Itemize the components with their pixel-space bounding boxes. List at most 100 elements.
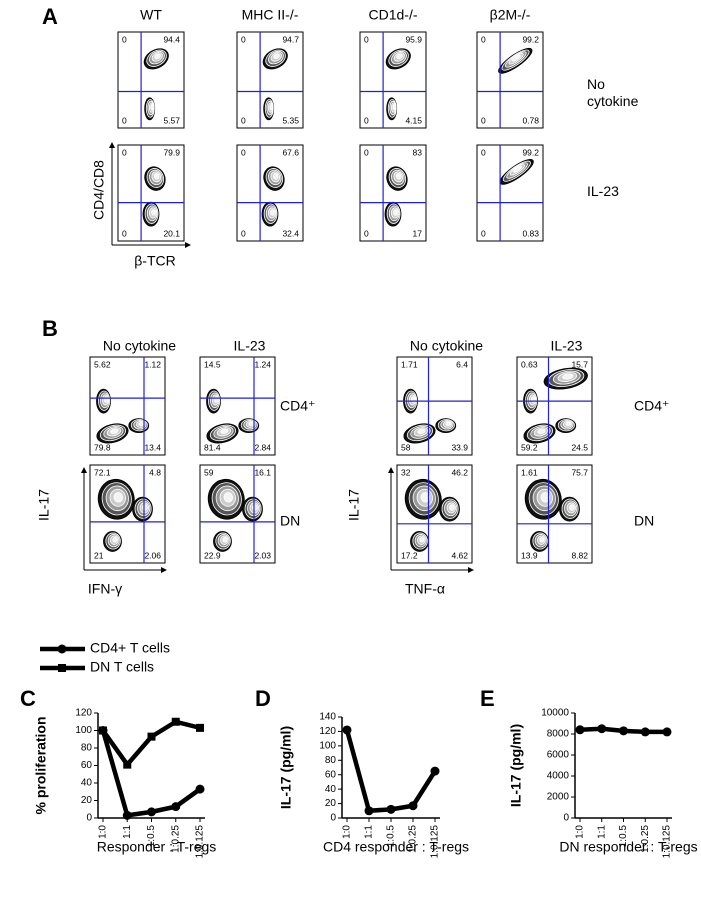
panel-label: B <box>42 316 58 341</box>
panel-label: A <box>42 4 58 29</box>
column-header: No cytokine <box>103 338 176 354</box>
quadrant-value: 2.84 <box>254 442 271 452</box>
contour <box>103 396 108 403</box>
data-point <box>640 727 650 737</box>
cell-cluster <box>263 97 275 121</box>
contour <box>252 504 258 511</box>
quadrant-value: 81.4 <box>204 442 221 452</box>
panel-label: D <box>255 686 271 711</box>
quadrant-value: 0 <box>122 228 127 238</box>
data-point <box>58 664 66 672</box>
contour <box>395 173 402 180</box>
quadrant-value: 1.24 <box>254 359 271 369</box>
quadrant-value: 0 <box>122 115 127 125</box>
quadrant-value: 0 <box>481 228 486 238</box>
series-line <box>344 729 437 814</box>
quadrant-value: 58 <box>401 442 411 452</box>
y-tick-label: 0 <box>86 813 92 824</box>
y-tick-label: 80 <box>325 755 337 766</box>
cell-cluster <box>555 418 577 434</box>
cell-cluster <box>384 201 402 227</box>
quadrant-value: 0 <box>481 115 486 125</box>
data-point <box>597 724 607 734</box>
x-axis-label: IFN-γ <box>88 581 122 597</box>
y-tick-label: 0 <box>330 813 336 824</box>
cell-cluster <box>206 388 221 414</box>
cell-cluster <box>143 48 169 70</box>
cell-cluster <box>142 201 160 227</box>
contour <box>449 504 455 511</box>
contour <box>396 53 403 60</box>
data-point <box>342 725 352 735</box>
y-tick-label: 100 <box>319 740 336 751</box>
cell-cluster <box>96 423 129 444</box>
x-axis-label: Responder : T-regs <box>97 839 217 855</box>
contour <box>113 492 124 503</box>
contour <box>273 53 280 60</box>
contour <box>420 492 431 503</box>
y-axis-label: % proliferation <box>33 716 49 814</box>
column-header: IL-23 <box>551 338 583 354</box>
data-point <box>408 801 418 811</box>
quadrant-value: 14.5 <box>204 359 221 369</box>
quadrant-value: 0.63 <box>521 359 538 369</box>
quadrant-value: 17.2 <box>401 550 418 560</box>
contour <box>565 421 571 427</box>
quadrant-value: 2.06 <box>144 550 161 560</box>
row-label: CD4⁺ <box>280 398 315 414</box>
cell-cluster <box>261 201 279 227</box>
contour <box>223 492 234 503</box>
quadrant-value: 5.35 <box>282 115 299 125</box>
quadrant-value: 32.4 <box>282 228 299 238</box>
contour <box>138 421 144 427</box>
contour <box>511 54 521 62</box>
quadrant-value: 1.12 <box>144 359 161 369</box>
quadrant-value: 0 <box>364 34 369 44</box>
quadrant-value: 0 <box>364 228 369 238</box>
panel-label: C <box>20 686 36 711</box>
contour <box>270 209 275 216</box>
row-label: DN <box>280 513 300 529</box>
x-tick-label: 1:0.125 <box>195 825 206 859</box>
column-header: MHC II-/- <box>242 7 299 23</box>
x-tick-label: 1:0.5 <box>146 825 157 848</box>
panel-label: E <box>480 686 495 711</box>
quadrant-value: 95.9 <box>405 34 422 44</box>
y-tick-label: 2000 <box>547 792 570 803</box>
contour <box>153 173 160 180</box>
contour <box>445 421 451 427</box>
cell-cluster <box>524 478 562 520</box>
x-tick-label: 1:0.5 <box>618 825 629 848</box>
column-header: IL-23 <box>234 338 266 354</box>
row-label: DN <box>634 513 654 529</box>
cell-cluster <box>263 166 285 191</box>
quadrant-value: 2.03 <box>254 550 271 560</box>
quadrant-value: 22.9 <box>204 550 221 560</box>
quadrant-value: 15.7 <box>571 359 588 369</box>
quadrant-value: 0.83 <box>522 228 539 238</box>
contour <box>154 53 161 60</box>
contour <box>222 537 228 543</box>
quadrant-value: 4.62 <box>451 550 468 560</box>
cell-cluster <box>530 531 549 552</box>
data-point <box>430 766 440 776</box>
quadrant-value: 46.2 <box>451 467 468 477</box>
plot-frame <box>359 144 427 242</box>
series-line <box>101 719 201 767</box>
quadrant-value: 94.4 <box>163 34 180 44</box>
contour <box>393 209 398 216</box>
contour <box>269 104 273 111</box>
quadrant-value: 0 <box>122 147 127 157</box>
quadrant-value: 99.2 <box>522 34 539 44</box>
cell-cluster <box>435 418 457 434</box>
cell-cluster <box>385 48 411 70</box>
data-point <box>196 723 204 732</box>
contour <box>540 492 551 503</box>
x-tick-label: 1:0.5 <box>386 825 397 848</box>
data-point <box>386 804 396 814</box>
x-tick-label: 1:0.25 <box>408 825 419 853</box>
data-point <box>195 784 205 794</box>
x-tick-label: 1:1 <box>596 825 607 839</box>
